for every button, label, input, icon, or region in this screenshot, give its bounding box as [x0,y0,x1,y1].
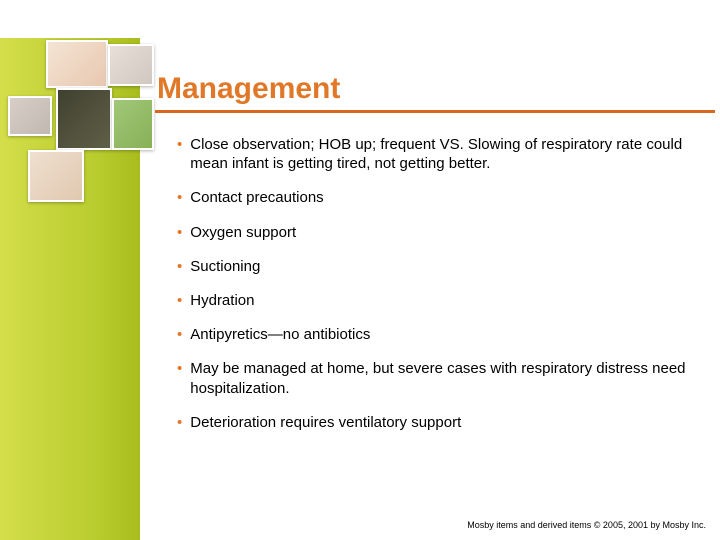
bullet-icon: • [177,359,182,378]
bullet-icon: • [177,413,182,432]
bullet-text: Contact precautions [190,188,686,207]
bullet-text: Antipyretics—no antibiotics [190,325,686,344]
photo-thumbnail [46,40,108,88]
bullet-icon: • [177,291,182,310]
bullet-text: Deterioration requires ventilatory suppo… [190,413,686,432]
photo-thumbnail [108,44,154,86]
bullet-text: Suctioning [190,257,686,276]
bullet-text: Close observation; HOB up; frequent VS. … [190,135,686,173]
bullet-icon: • [177,257,182,276]
bullet-item: • Oxygen support [177,223,686,242]
bullet-text: Hydration [190,291,686,310]
bullet-icon: • [177,223,182,242]
photo-thumbnail [28,150,84,202]
photo-thumbnail [8,96,52,136]
bullet-item: • Deterioration requires ventilatory sup… [177,413,686,432]
photo-thumbnail [56,88,112,150]
bullet-item: • Hydration [177,291,686,310]
sidebar-white-top [0,0,140,38]
bullet-item: • May be managed at home, but severe cas… [177,359,686,397]
title-underline [155,110,715,113]
bullet-icon: • [177,135,182,154]
bullet-text: May be managed at home, but severe cases… [190,359,686,397]
bullet-item: • Suctioning [177,257,686,276]
slide-title: Management [157,72,710,106]
bullet-list: • Close observation; HOB up; frequent VS… [155,135,710,432]
copyright-footer: Mosby items and derived items © 2005, 20… [467,520,706,530]
bullet-item: • Contact precautions [177,188,686,207]
bullet-icon: • [177,188,182,207]
bullet-item: • Close observation; HOB up; frequent VS… [177,135,686,173]
bullet-icon: • [177,325,182,344]
photo-thumbnail [112,98,154,150]
bullet-text: Oxygen support [190,223,686,242]
bullet-item: • Antipyretics—no antibiotics [177,325,686,344]
photo-collage [8,40,148,220]
content-area: Management • Close observation; HOB up; … [155,0,710,540]
sidebar [0,0,140,540]
